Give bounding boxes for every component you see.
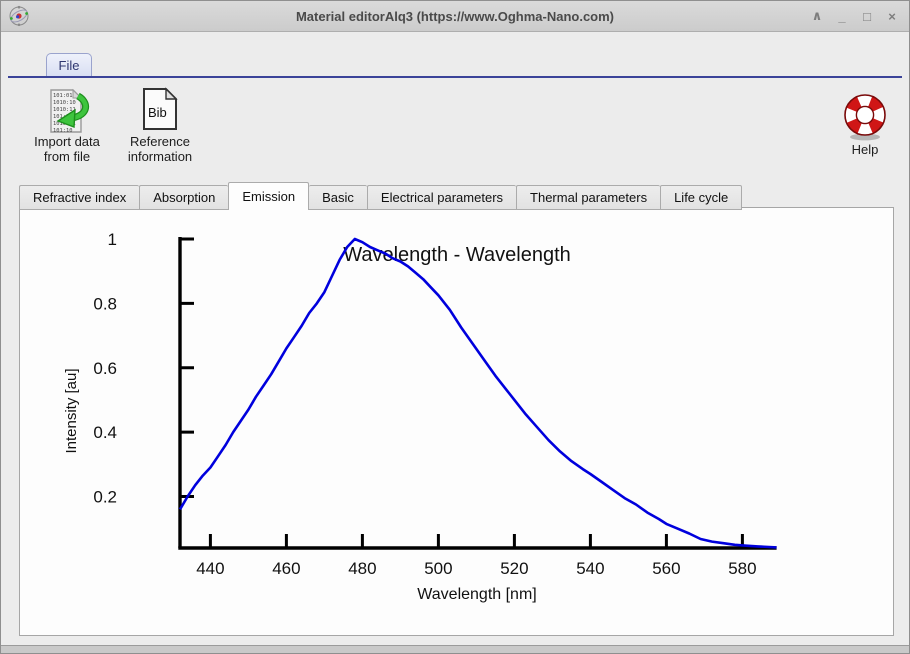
x-tick-label: 580 <box>728 559 756 578</box>
tab-basic[interactable]: Basic <box>309 185 367 210</box>
emission-chart: Wavelength - Wavelength 0.2 0.4 0.6 0.8 1 440 4… <box>63 230 777 603</box>
svg-text:101:01: 101:01 <box>53 93 72 99</box>
chart-title: Wavelength - Wavelength <box>343 244 571 266</box>
x-tick-label: 540 <box>576 559 604 578</box>
tab-absorption[interactable]: Absorption <box>139 185 229 210</box>
ribbon-underline <box>8 76 902 78</box>
shade-button[interactable]: ∧ <box>811 8 823 23</box>
ribbon-tab-file[interactable]: File <box>46 53 92 76</box>
tab-emission[interactable]: Emission <box>228 182 310 210</box>
y-tick-label: 1 <box>108 230 117 249</box>
y-axis-label: Intensity [au] <box>63 368 80 453</box>
parameter-tab-bar: Refractive index Absorption Emission Basic E… <box>19 182 743 210</box>
reference-information-label: Reference information <box>127 134 193 165</box>
maximize-button[interactable]: □ <box>863 8 871 24</box>
x-tick-label: 500 <box>424 559 452 578</box>
close-button[interactable]: × <box>888 8 896 24</box>
svg-text:101:10: 101:10 <box>53 128 72 134</box>
app-atom-icon <box>9 5 29 27</box>
tab-life-cycle[interactable]: Life cycle <box>660 185 743 210</box>
y-tick-label: 0.8 <box>93 294 117 313</box>
window-controls: ∧ _ □ × <box>808 1 901 31</box>
emission-panel: Wavelength - Wavelength 0.2 0.4 0.6 0.8 1 440 4… <box>19 207 894 636</box>
svg-text:Bib: Bib <box>148 105 167 120</box>
y-tick-label: 0.6 <box>93 359 117 378</box>
svg-text:1010:11: 1010:11 <box>53 107 76 113</box>
import-data-label: Import data from file <box>34 134 100 165</box>
emission-curve <box>178 237 777 549</box>
y-tick-label: 0.2 <box>93 488 117 507</box>
tab-electrical-parameters[interactable]: Electrical parameters <box>366 185 517 210</box>
tab-refractive-index[interactable]: Refractive index <box>19 185 140 210</box>
x-axis-label: Wavelength [nm] <box>417 586 536 603</box>
x-tick-label: 560 <box>652 559 680 578</box>
window-bottom-edge <box>1 645 909 653</box>
x-tick-label: 460 <box>272 559 300 578</box>
minimize-button[interactable]: _ <box>838 8 846 24</box>
ribbon-tab-file-label: File <box>58 57 80 73</box>
help-lifebuoy-icon <box>844 94 886 141</box>
y-tick-label: 0.4 <box>93 423 117 442</box>
svg-text:1010:10: 1010:10 <box>53 100 76 106</box>
tab-thermal-parameters[interactable]: Thermal parameters <box>516 185 661 210</box>
help-label: Help <box>851 142 879 157</box>
window-title: Material editorAlq3 (https://www.Oghma-N… <box>295 8 615 24</box>
x-tick-label: 480 <box>348 559 376 578</box>
x-tick-label: 440 <box>196 559 224 578</box>
title-bar: Material editorAlq3 (https://www.Oghma-N… <box>1 1 909 32</box>
x-tick-label: 520 <box>500 559 528 578</box>
reference-bib-icon: Bib <box>143 87 178 130</box>
import-data-icon: 101:01 1010:10 1010:11 101:101 1010:11 1… <box>50 88 89 134</box>
